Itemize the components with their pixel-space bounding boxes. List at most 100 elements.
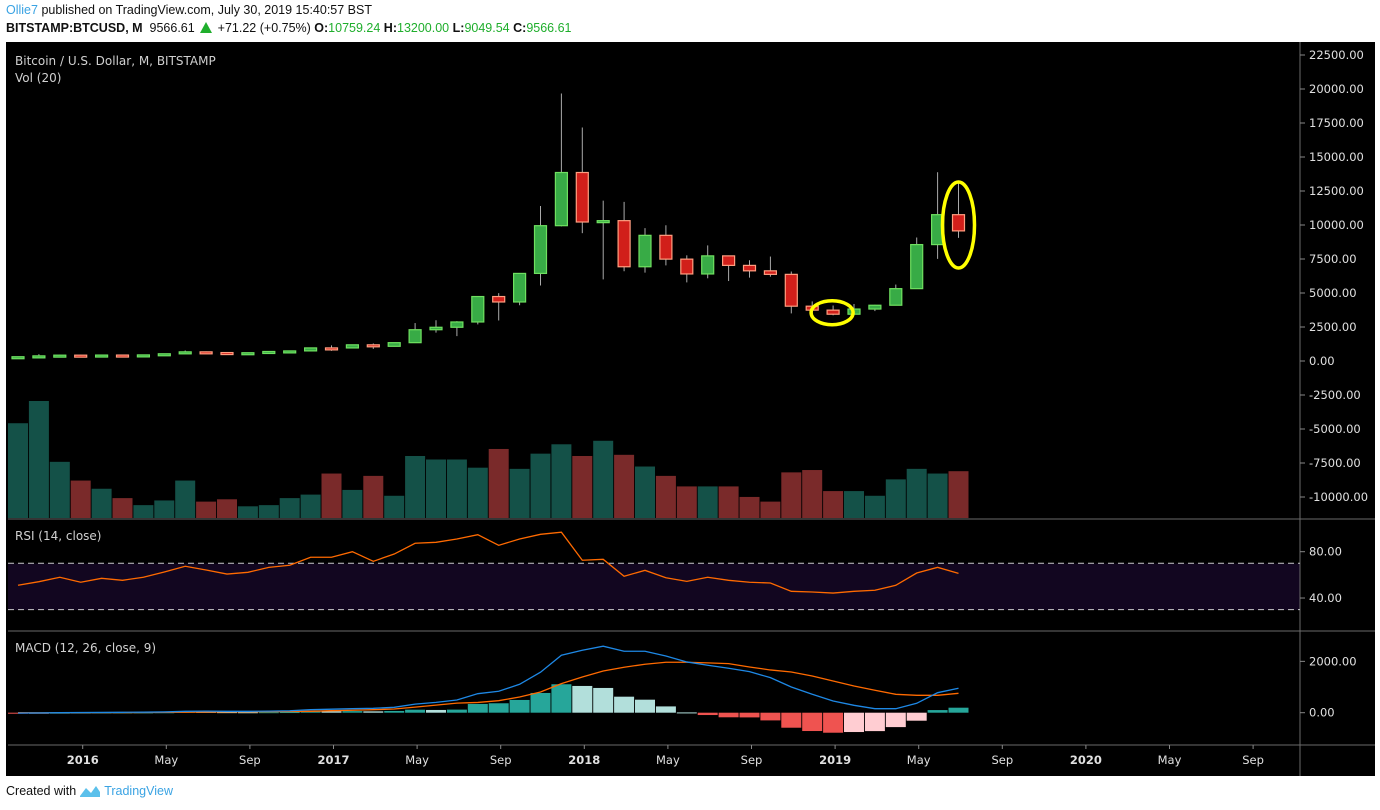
volume-bar	[426, 459, 446, 518]
macd-histogram-bar	[760, 712, 781, 721]
macd-histogram-bar	[237, 712, 258, 714]
candle-body	[94, 354, 109, 358]
candle-body	[366, 344, 380, 348]
volume-bar	[635, 466, 655, 518]
volume-bar	[8, 423, 28, 518]
macd-histogram-bar	[823, 712, 844, 733]
candle-body	[345, 344, 359, 349]
rsi-line	[17, 531, 959, 594]
macd-histogram-bar	[781, 712, 802, 728]
candle-body	[721, 255, 736, 266]
tradingview-logo-icon	[80, 786, 101, 797]
macd-histogram-bar	[321, 711, 342, 713]
rsi-band	[8, 563, 1300, 610]
symbol-info: BITSTAMP:BTCUSD, M 9566.61 +71.22 (+0.75…	[6, 21, 572, 35]
price-axis-label: 0.00	[1309, 354, 1335, 368]
candle-body	[115, 354, 130, 358]
macd-histogram-bar	[405, 709, 426, 713]
volume-bar	[112, 498, 133, 518]
candle-body	[638, 234, 652, 268]
time-axis-label: May	[154, 753, 178, 767]
volume-bar	[405, 455, 426, 518]
candle-body	[554, 171, 569, 227]
author-link[interactable]: Ollie7	[6, 3, 38, 17]
candle-body	[429, 326, 443, 331]
time-axis-label: May	[405, 753, 429, 767]
time-axis-label: May	[656, 753, 680, 767]
candle-body	[910, 243, 924, 290]
time-axis-label: 2018	[568, 753, 600, 767]
price-axis-label: 20000.00	[1309, 82, 1364, 96]
volume-bar	[300, 494, 321, 518]
candle-body	[178, 351, 192, 355]
publish-info: Ollie7 published on TradingView.com, Jul…	[6, 3, 372, 17]
macd-signal-line	[17, 661, 959, 714]
candle-body	[492, 295, 506, 303]
price-axis-label: 15000.00	[1309, 150, 1364, 164]
volume-bar	[488, 448, 509, 518]
volume-series	[8, 401, 969, 518]
volume-bar	[530, 453, 551, 518]
volume-bar	[91, 488, 112, 518]
volume-bar	[844, 491, 864, 518]
time-axis-label: Sep	[1242, 753, 1264, 767]
price-axis-label: 10000.00	[1309, 218, 1364, 232]
macd-histogram-bar	[384, 710, 405, 713]
price-axis-label: 12500.00	[1309, 184, 1364, 198]
volume-bar	[509, 468, 530, 518]
high-value: 13200.00	[397, 21, 450, 35]
volume-bar	[363, 475, 384, 518]
volume-bar	[655, 475, 676, 518]
price-axis-label: 5000.00	[1309, 286, 1357, 300]
candle-body	[241, 352, 255, 356]
candle-body	[32, 355, 46, 359]
macd-histogram-bar	[509, 699, 530, 713]
candle-body	[868, 304, 882, 310]
volume-bar	[321, 473, 342, 518]
rsi-legend: RSI (14, close)	[15, 529, 101, 543]
macd-histogram-bar	[530, 692, 551, 713]
candle-series	[11, 93, 966, 360]
macd-histogram-bar	[635, 699, 655, 713]
tradingview-link[interactable]: TradingView	[104, 784, 173, 798]
price-axis-label: 22500.00	[1309, 48, 1364, 62]
volume-bar	[781, 472, 802, 518]
triangle-up-icon	[200, 22, 213, 33]
candle-body	[533, 225, 548, 275]
candle-body	[701, 255, 715, 275]
volume-bar	[384, 495, 405, 518]
candle-body	[659, 234, 673, 260]
candle-body	[220, 351, 234, 356]
low-label: L:	[452, 21, 465, 35]
macd-histogram-bar	[885, 712, 906, 728]
candle-body	[199, 351, 213, 355]
candle-body	[680, 258, 694, 275]
candle-body	[157, 353, 171, 357]
price-axis-label: -10000.00	[1309, 490, 1368, 504]
time-axis-label: 2020	[1070, 753, 1102, 767]
open-label: O:	[314, 21, 329, 35]
rsi-axis-label: 40.00	[1309, 591, 1342, 605]
time-axis-label: 2017	[317, 753, 349, 767]
volume-bar	[133, 505, 154, 518]
macd-histogram-bar	[593, 687, 614, 713]
candle-body	[74, 354, 88, 358]
candle-body	[136, 354, 150, 358]
candle-body	[53, 354, 67, 358]
macd-histogram-bar	[927, 710, 948, 713]
candle-body	[324, 347, 339, 351]
volume-bar	[802, 470, 823, 518]
price-axis-label: 2500.00	[1309, 320, 1357, 334]
candle-body	[283, 350, 297, 354]
macd-histogram-bar	[697, 712, 718, 716]
main-legend: Bitcoin / U.S. Dollar, M, BITSTAMP	[15, 54, 216, 68]
candle-body	[471, 295, 485, 323]
volume-bar	[572, 455, 593, 518]
macd-histogram-bar	[551, 684, 572, 713]
rsi-series	[17, 531, 959, 594]
volume-bar	[697, 486, 718, 518]
macd-axis-label: 0.00	[1309, 706, 1335, 720]
macd-histogram-bar	[864, 712, 885, 732]
candle-body	[889, 288, 903, 306]
